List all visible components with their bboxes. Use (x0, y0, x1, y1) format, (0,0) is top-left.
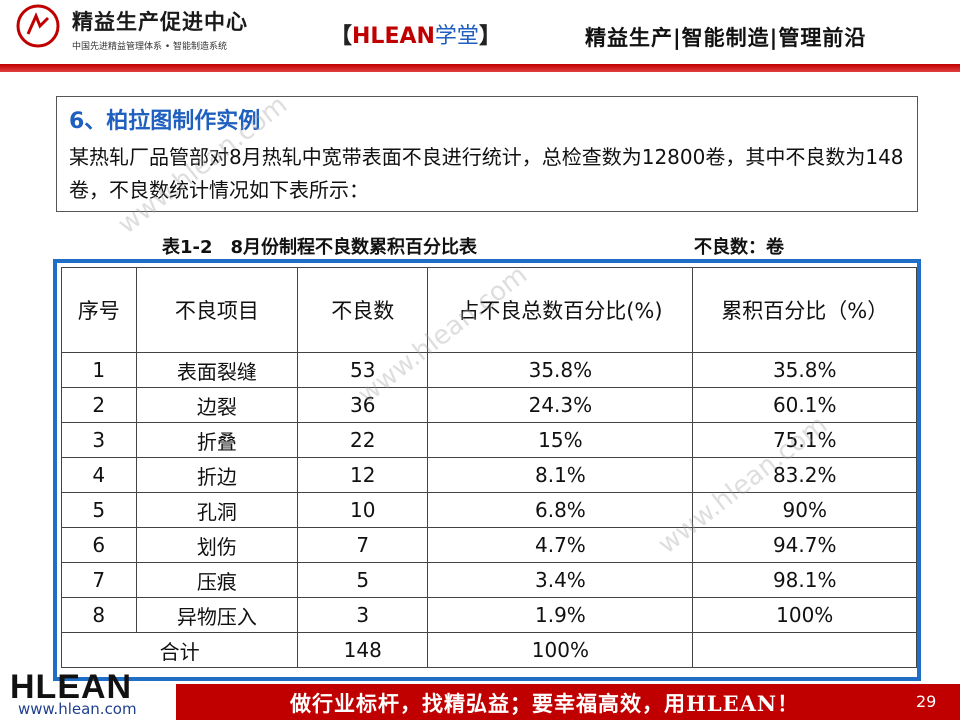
table-cell: 15% (427, 422, 694, 458)
table-cell: 7 (297, 527, 429, 563)
brand-name: HLEAN (352, 24, 435, 49)
header-slogan: 精益生产|智能制造|管理前沿 (585, 26, 867, 50)
table-unit: 不良数：卷 (694, 237, 784, 258)
header: 精益生产促进中心 中国先进精益管理体系 • 智能制造系统 【HLEAN学堂】 精… (0, 0, 960, 62)
table-total-row: 合计 148 100% (60, 632, 917, 668)
table-cell: 12 (297, 457, 429, 493)
table-cell: 6.8% (427, 492, 694, 528)
table-cell: 24.3% (427, 387, 694, 423)
logo-icon (16, 4, 60, 48)
table-row: 4 折边 12 8.1% 83.2% (61, 457, 917, 493)
defect-table: 序号 不良项目 不良数 占不良总数百分比(%) 累积百分比（%） 1 表面裂缝 … (60, 267, 917, 668)
total-count: 148 (297, 632, 429, 668)
table-cell: 折边 (135, 457, 299, 493)
table-cell: 8 (61, 597, 137, 633)
bracket-left: 【 (330, 24, 353, 49)
table-cell: 4 (61, 457, 137, 493)
table-cell: 3.4% (427, 562, 694, 598)
total-percent: 100% (427, 632, 694, 668)
table-cell: 98.1% (692, 562, 917, 598)
table-cell: 8.1% (427, 457, 694, 493)
table-row: 6 划伤 7 4.7% 94.7% (61, 527, 917, 563)
table-cell: 90% (692, 492, 917, 528)
table-cell: 孔洞 (135, 492, 299, 528)
table-cell: 7 (61, 562, 137, 598)
table-cell: 35.8% (427, 352, 694, 388)
table-cell: 83.2% (692, 457, 917, 493)
table-row: 1 表面裂缝 53 35.8% 35.8% (61, 352, 917, 388)
org-subtitle: 中国先进精益管理体系 • 智能制造系统 (72, 42, 228, 52)
table-caption: 表1-2 8月份制程不良数累积百分比表 (162, 237, 478, 258)
table-cell: 100% (692, 597, 917, 633)
table-cell: 4.7% (427, 527, 694, 563)
org-name: 精益生产促进中心 (72, 10, 248, 34)
table-cell: 压痕 (135, 562, 299, 598)
table-cell: 2 (61, 387, 137, 423)
school-label: 学堂 (434, 24, 479, 49)
header-divider (0, 64, 960, 72)
footer-logo: HLEAN (10, 668, 133, 706)
footer-url[interactable]: www.hlean.com (18, 700, 137, 718)
table-cell: 划伤 (135, 527, 299, 563)
table-frame: 序号 不良项目 不良数 占不良总数百分比(%) 累积百分比（%） 1 表面裂缝 … (53, 259, 921, 681)
table-row: 3 折叠 22 15% 75.1% (61, 422, 917, 458)
table-cell: 6 (61, 527, 137, 563)
header-cell: 序号 (61, 267, 137, 353)
table-cell: 异物压入 (135, 597, 299, 633)
page-number: 29 (916, 692, 937, 711)
table-cell: 5 (297, 562, 429, 598)
total-label: 合计 (60, 632, 299, 668)
table-cell: 53 (297, 352, 429, 388)
table-cell: 边裂 (135, 387, 299, 423)
intro-box: 6、柏拉图制作实例 某热轧厂品管部对8月热轧中宽带表面不良进行统计，总检查数为1… (56, 96, 918, 212)
table-cell: 60.1% (692, 387, 917, 423)
header-cell: 累积百分比（%） (692, 267, 917, 353)
table-cell: 36 (297, 387, 429, 423)
table-cell: 10 (297, 492, 429, 528)
table-row: 5 孔洞 10 6.8% 90% (61, 492, 917, 528)
header-cell: 占不良总数百分比(%) (427, 267, 694, 353)
header-cell: 不良项目 (135, 267, 299, 353)
table-cell: 3 (61, 422, 137, 458)
table-cell: 3 (297, 597, 429, 633)
table-cell: 表面裂缝 (135, 352, 299, 388)
footer-slogan: 做行业标杆，找精弘益；要幸福高效，用HLEAN！ (290, 691, 800, 716)
table-cell: 94.7% (692, 527, 917, 563)
table-cell: 5 (61, 492, 137, 528)
header-cell: 不良数 (297, 267, 429, 353)
table-row: 8 异物压入 3 1.9% 100% (61, 597, 917, 633)
table-row: 2 边裂 36 24.3% 60.1% (61, 387, 917, 423)
table-cell: 折叠 (135, 422, 299, 458)
table-cell: 1.9% (427, 597, 694, 633)
section-title: 6、柏拉图制作实例 (69, 109, 261, 134)
footer-bar (176, 684, 960, 720)
table-cell: 1 (61, 352, 137, 388)
hlean-school-tag: 【HLEAN学堂】 (330, 18, 501, 50)
total-cumulative (692, 632, 917, 668)
table-cell: 35.8% (692, 352, 917, 388)
bracket-right: 】 (478, 24, 501, 49)
table-row: 7 压痕 5 3.4% 98.1% (61, 562, 917, 598)
table-cell: 75.1% (692, 422, 917, 458)
table-header-row: 序号 不良项目 不良数 占不良总数百分比(%) 累积百分比（%） (61, 267, 917, 353)
section-text: 某热轧厂品管部对8月热轧中宽带表面不良进行统计，总检查数为12800卷，其中不良… (69, 145, 904, 202)
table-cell: 22 (297, 422, 429, 458)
